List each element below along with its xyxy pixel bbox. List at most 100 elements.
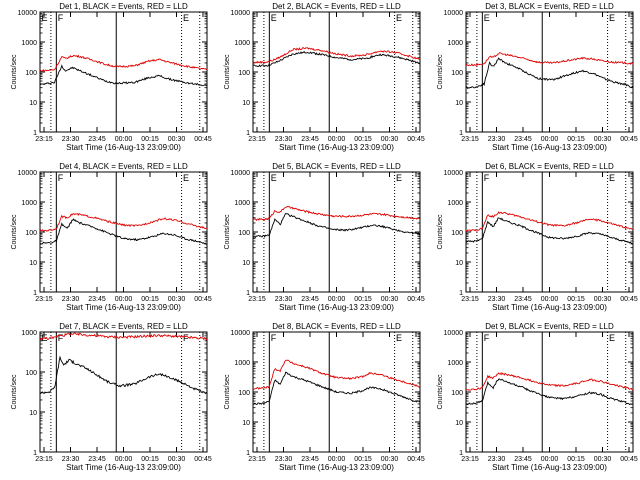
panel-5: Det 5, BLACK = Events, RED = LLD E E 1 10 100… — [224, 162, 425, 312]
y-tick-label: 100 — [25, 70, 37, 77]
x-tick-label: 00:30 — [594, 456, 612, 463]
series-line-events — [252, 371, 421, 405]
y-tick-label: 1000 — [234, 40, 250, 47]
flag-label: F — [484, 173, 490, 183]
series-line-events — [465, 57, 634, 90]
x-tick-label: 00:00 — [541, 296, 559, 303]
x-tick-label: 00:45 — [620, 296, 638, 303]
x-tick-label: 23:30 — [488, 296, 506, 303]
x-tick-label: 23:45 — [88, 456, 106, 463]
flag-label: F — [58, 13, 64, 23]
series-line-lld — [465, 371, 634, 391]
x-tick-label: 00:15 — [567, 136, 585, 143]
panel-title: Det 1, BLACK = Events, RED = LLD — [59, 2, 188, 11]
x-axis-label: Start Time (16-Aug-13 23:09:00) — [492, 463, 607, 472]
series-line-events — [39, 64, 207, 87]
panel-6: Det 6, BLACK = Events, RED = LLD F E 1 10 100… — [437, 162, 638, 312]
x-tick-label: 00:15 — [354, 136, 372, 143]
panel-title: Det 7, BLACK = Events, RED = LLD — [59, 322, 188, 331]
y-tick-label: 100 — [25, 370, 37, 377]
y-tick-label: 100 — [451, 390, 463, 397]
x-tick-label: 23:30 — [275, 456, 293, 463]
flag-label: E — [271, 173, 277, 183]
y-tick-label: 1000 — [21, 40, 37, 47]
x-tick-label: 23:30 — [62, 296, 80, 303]
flag-label: E — [396, 173, 402, 183]
y-tick-label: 1 — [33, 450, 37, 457]
x-tick-label: 00:15 — [141, 456, 159, 463]
x-tick-label: 23:45 — [301, 456, 319, 463]
y-tick-label: 10 — [29, 410, 37, 417]
y-tick-label: 10000 — [18, 170, 38, 177]
x-tick-label: 00:00 — [328, 456, 346, 463]
flag-label: F — [183, 333, 189, 343]
x-tick-label: 00:15 — [354, 456, 372, 463]
series-line-events — [465, 378, 634, 406]
panel-title: Det 8, BLACK = Events, RED = LLD — [272, 322, 401, 331]
x-axis-label: Start Time (16-Aug-13 23:09:00) — [279, 463, 394, 472]
series-line-events — [465, 217, 634, 245]
x-tick-label: 00:00 — [115, 136, 133, 143]
x-tick-label: 23:45 — [301, 296, 319, 303]
x-tick-label: 23:45 — [514, 296, 532, 303]
x-tick-label: 00:15 — [567, 456, 585, 463]
flag-label: F — [58, 173, 64, 183]
x-tick-label: 00:00 — [541, 136, 559, 143]
x-tick-label: 23:30 — [275, 296, 293, 303]
x-tick-label: 00:30 — [381, 456, 399, 463]
panel-4: Det 4, BLACK = Events, RED = LLD F E 1 10 100… — [11, 162, 212, 312]
y-tick-label: 100 — [451, 70, 463, 77]
y-axis-label: Counts/sec — [437, 214, 444, 250]
y-tick-label: 1 — [246, 290, 250, 297]
series-line-events — [252, 51, 421, 68]
x-tick-label: 00:30 — [381, 296, 399, 303]
flag-label: E — [183, 13, 189, 23]
y-tick-label: 100 — [238, 230, 250, 237]
y-tick-label: 1000 — [21, 330, 37, 337]
y-tick-label: 10 — [29, 100, 37, 107]
x-axis-label: Start Time (16-Aug-13 23:09:00) — [492, 143, 607, 152]
x-tick-label: 00:45 — [620, 136, 638, 143]
flag-label: F — [484, 333, 490, 343]
y-tick-label: 10 — [242, 260, 250, 267]
x-tick-label: 00:45 — [407, 456, 425, 463]
series-line-lld — [39, 54, 207, 73]
y-tick-label: 100 — [25, 230, 37, 237]
x-tick-label: 23:30 — [488, 136, 506, 143]
series-line-lld — [465, 210, 634, 233]
y-tick-label: 1 — [459, 450, 463, 457]
series-line-lld — [465, 52, 634, 67]
x-tick-label: 00:45 — [620, 456, 638, 463]
y-tick-label: 1 — [246, 130, 250, 137]
y-tick-label: 10000 — [231, 170, 251, 177]
panel-title: Det 4, BLACK = Events, RED = LLD — [59, 162, 188, 171]
x-tick-label: 00:15 — [141, 136, 159, 143]
x-tick-label: 23:15 — [35, 456, 53, 463]
y-tick-label: 1000 — [447, 200, 463, 207]
flag-label: E — [183, 173, 189, 183]
y-tick-label: 1 — [246, 450, 250, 457]
x-tick-label: 00:45 — [194, 296, 212, 303]
y-axis-label: Counts/sec — [11, 54, 18, 90]
series-line-events — [39, 218, 208, 245]
y-tick-label: 1000 — [234, 200, 250, 207]
y-tick-label: 10000 — [18, 10, 38, 17]
y-tick-label: 10 — [455, 260, 463, 267]
y-tick-label: 100 — [238, 390, 250, 397]
x-axis-label: Start Time (16-Aug-13 23:09:00) — [279, 303, 394, 312]
x-tick-label: 00:30 — [594, 136, 612, 143]
y-tick-label: 1000 — [447, 360, 463, 367]
y-axis-label: Counts/sec — [224, 54, 231, 90]
x-tick-label: 00:15 — [567, 296, 585, 303]
flag-label: E — [396, 13, 402, 23]
y-tick-label: 1 — [33, 290, 37, 297]
x-tick-label: 00:00 — [328, 136, 346, 143]
x-tick-label: 23:45 — [88, 136, 106, 143]
x-tick-label: 23:15 — [461, 136, 479, 143]
x-tick-label: 00:00 — [115, 456, 133, 463]
panel-2: Det 2, BLACK = Events, RED = LLD E E 1 10 100… — [224, 2, 425, 152]
y-tick-label: 10000 — [444, 10, 464, 17]
